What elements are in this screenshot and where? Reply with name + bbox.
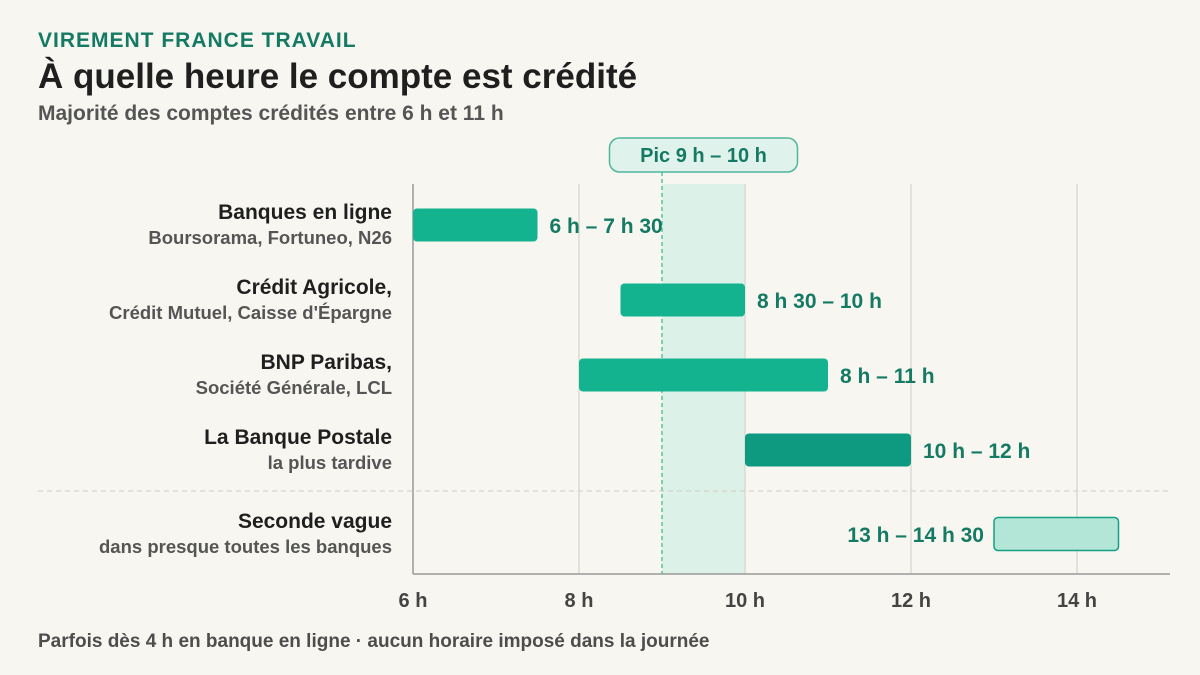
chart-kicker: VIREMENT FRANCE TRAVAIL [38,29,357,52]
row-detail: Boursorama, Fortuneo, N26 [148,227,392,248]
range-bar [413,208,538,242]
x-tick-label: 12 h [891,590,931,612]
range-bar [579,358,828,392]
peak-label-pill [608,137,799,173]
row-detail: la plus tardive [268,452,392,473]
chart-title: À quelle heure le compte est crédité [38,57,638,96]
row-name: BNP Paribas, [260,351,392,374]
row-name: Banques en ligne [218,201,392,224]
range-label: 8 h 30 – 10 h [757,290,882,313]
row-name: La Banque Postale [204,426,392,449]
x-tick-label: 14 h [1057,590,1097,612]
row-name: Seconde vague [238,510,392,533]
x-tick-label: 6 h [399,590,428,612]
range-bar [745,433,911,467]
range-label: 13 h – 14 h 30 [847,524,984,547]
range-label: 8 h – 11 h [840,365,935,388]
row-detail: dans presque toutes les banques [99,536,392,557]
row-detail: Société Générale, LCL [196,377,392,398]
range-bar [620,283,745,317]
row-name: Crédit Agricole, [236,276,392,299]
range-label: 6 h – 7 h 30 [550,215,663,238]
x-tick-label: 8 h [565,590,594,612]
peak-label: Pic 9 h – 10 h [640,145,767,167]
range-label: 10 h – 12 h [923,440,1030,463]
row-detail: Crédit Mutuel, Caisse d'Épargne [109,302,392,323]
chart-subtitle: Majorité des comptes crédités entre 6 h … [38,102,504,125]
chart-footnote: Parfois dès 4 h en banque en ligne · auc… [38,631,710,652]
x-tick-label: 10 h [725,590,765,612]
range-bar [993,516,1120,552]
